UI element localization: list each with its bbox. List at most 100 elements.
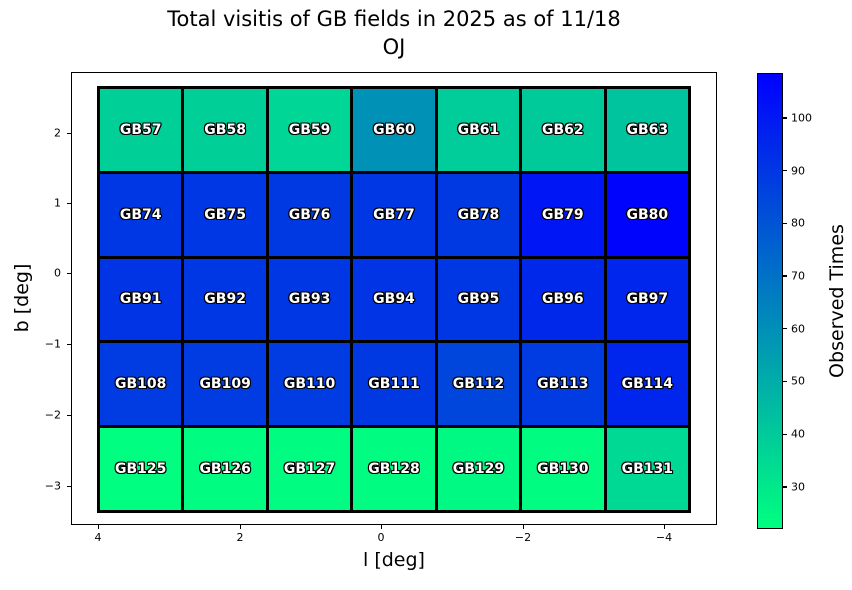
field-label: GB95: [457, 291, 500, 308]
heatmap-cell-gb77: GB77: [353, 173, 435, 256]
heatmap-grid: GB57 GB58 GB59 GB60 GB61 GB62 GB63 GB74 GB75 GB76…: [97, 86, 691, 513]
x-tick-mark: [239, 525, 241, 529]
field-label: GB130: [537, 461, 589, 478]
heatmap-cell-gb127: GB127: [268, 428, 351, 510]
field-label: GB62: [542, 121, 584, 138]
field-label: GB75: [204, 206, 246, 223]
field-label: GB58: [204, 121, 246, 138]
field-label: GB93: [288, 291, 331, 308]
heatmap-cell-gb96: GB96: [522, 258, 604, 341]
heatmap-cell-gb92: GB92: [184, 258, 266, 341]
heatmap-cell-gb93: GB93: [268, 258, 351, 341]
field-label: GB80: [626, 206, 669, 223]
field-label: GB110: [283, 376, 336, 393]
x-tick-label: −4: [655, 531, 673, 544]
heatmap-cell-gb60: GB60: [353, 89, 435, 171]
colorbar-tick-label: 30: [791, 480, 805, 494]
y-tick-mark: [67, 343, 71, 345]
colorbar-tick-label: 90: [791, 164, 805, 178]
heatmap-cell-gb95: GB95: [437, 258, 520, 341]
field-label: GB61: [457, 121, 500, 138]
field-label: GB126: [199, 461, 251, 478]
x-tick-mark: [522, 525, 524, 529]
field-label: GB59: [288, 121, 331, 138]
heatmap-cell-gb63: GB63: [606, 89, 688, 171]
field-label: GB128: [368, 461, 420, 478]
field-label: GB113: [537, 376, 589, 393]
heatmap-cell-gb108: GB108: [100, 343, 182, 426]
heatmap-cell-gb78: GB78: [437, 173, 520, 256]
colorbar-tick-label: 80: [791, 216, 805, 230]
heatmap-cell-gb128: GB128: [353, 428, 435, 510]
field-label: GB74: [119, 206, 162, 223]
heatmap-cell-gb113: GB113: [522, 343, 604, 426]
heatmap-cell-gb131: GB131: [606, 428, 688, 510]
page-title: Total visitis of GB fields in 2025 as of…: [167, 7, 621, 31]
y-tick-label: 1: [54, 196, 61, 210]
y-tick-mark: [67, 414, 71, 416]
field-label: GB127: [283, 461, 336, 478]
colorbar-label: Observed Times: [826, 224, 848, 378]
heatmap-cell-gb94: GB94: [353, 258, 435, 341]
heatmap-cell-gb62: GB62: [522, 89, 604, 171]
x-tick-mark: [380, 525, 382, 529]
x-tick-label: −2: [514, 531, 532, 544]
colorbar-tick-label: 50: [791, 374, 805, 388]
x-tick-mark: [97, 525, 99, 529]
page-subtitle: OJ: [382, 35, 406, 59]
heatmap-cell-gb111: GB111: [353, 343, 435, 426]
heatmap-cell-gb110: GB110: [268, 343, 351, 426]
y-axis-label: b [deg]: [11, 263, 33, 333]
field-label: GB131: [621, 461, 673, 478]
field-label: GB114: [621, 376, 673, 393]
colorbar-tick-mark: [783, 117, 787, 119]
colorbar-tick-label: 70: [791, 269, 805, 283]
heatmap-cell-gb114: GB114: [606, 343, 688, 426]
field-label: GB112: [452, 376, 505, 393]
field-label: GB79: [542, 206, 584, 223]
heatmap-cell-gb125: GB125: [100, 428, 182, 510]
field-label: GB60: [373, 121, 415, 138]
x-tick-mark: [663, 525, 665, 529]
colorbar-tick-mark: [783, 486, 787, 488]
field-label: GB111: [368, 376, 420, 393]
field-label: GB129: [452, 461, 505, 478]
field-label: GB125: [115, 461, 167, 478]
x-tick-label: 2: [236, 531, 244, 544]
heatmap-cell-gb130: GB130: [522, 428, 604, 510]
colorbar-tick-mark: [783, 380, 787, 383]
colorbar-tick-mark: [783, 328, 787, 330]
field-label: GB77: [373, 206, 415, 223]
y-tick-mark: [67, 132, 71, 134]
heatmap-cell-gb129: GB129: [437, 428, 520, 510]
field-label: GB96: [542, 291, 584, 308]
field-label: GB92: [204, 291, 246, 308]
heatmap-cell-gb126: GB126: [184, 428, 266, 510]
colorbar-gradient: [758, 74, 782, 528]
x-tick-label: 0: [377, 531, 385, 544]
y-tick-label: 0: [54, 266, 61, 280]
heatmap-cell-gb91: GB91: [100, 258, 182, 341]
heatmap-cell-gb80: GB80: [606, 173, 688, 256]
colorbar: [757, 73, 783, 529]
colorbar-tick-label: 100: [791, 111, 812, 125]
y-tick-label: −2: [44, 408, 61, 422]
heatmap-cell-gb57: GB57: [100, 89, 182, 171]
field-label: GB63: [626, 121, 669, 138]
heatmap-cell-gb97: GB97: [606, 258, 688, 341]
colorbar-tick-mark: [783, 433, 787, 435]
y-tick-label: −1: [44, 337, 61, 351]
heatmap-cell-gb61: GB61: [437, 89, 520, 171]
colorbar-tick-mark: [783, 222, 787, 225]
y-tick-label: −3: [44, 479, 61, 493]
colorbar-tick-label: 40: [791, 427, 805, 441]
y-tick-mark: [67, 485, 71, 487]
colorbar-tick-mark: [783, 170, 787, 172]
y-tick-label: 2: [54, 126, 61, 140]
heatmap-cell-gb75: GB75: [184, 173, 266, 256]
field-label: GB57: [119, 121, 162, 138]
field-label: GB108: [115, 376, 167, 393]
heatmap-cell-gb58: GB58: [184, 89, 266, 171]
heatmap-cell-gb109: GB109: [184, 343, 266, 426]
